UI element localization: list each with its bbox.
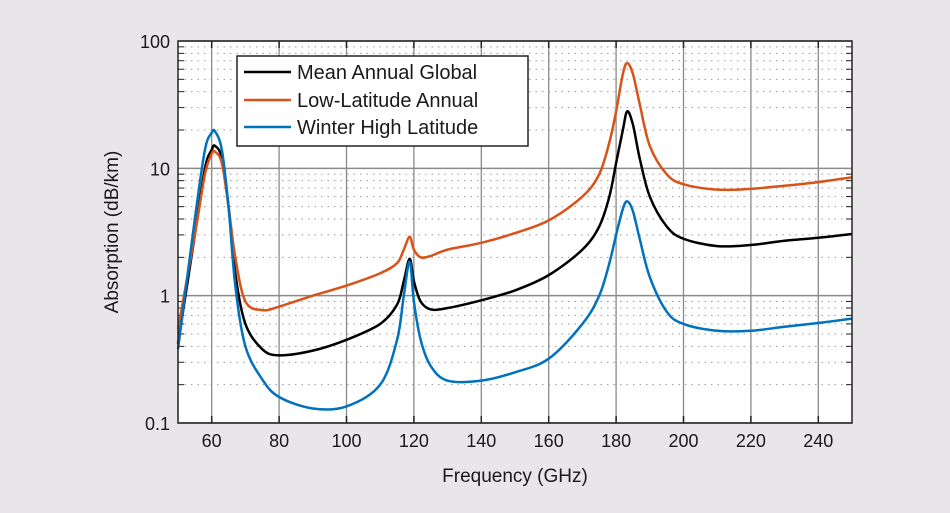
x-tick-label: 240 bbox=[803, 431, 833, 451]
x-tick-label: 140 bbox=[466, 431, 496, 451]
x-tick-label: 100 bbox=[331, 431, 361, 451]
legend-label-low-latitude-annual: Low-Latitude Annual bbox=[297, 90, 478, 112]
y-tick-label: 10 bbox=[150, 159, 170, 179]
series-lines bbox=[176, 61, 853, 411]
legend-label-mean-annual-global: Mean Annual Global bbox=[297, 62, 477, 84]
x-axis-label: Frequency (GHz) bbox=[442, 466, 588, 487]
legend: Mean Annual Global Low-Latitude Annual W… bbox=[236, 55, 529, 147]
x-tick-label: 180 bbox=[601, 431, 631, 451]
x-tick-label: 200 bbox=[668, 431, 698, 451]
tick-labels: 0.1 1 10 100 60 80 100 120 140 160 180 200 220 240 bbox=[140, 32, 833, 451]
legend-label-winter-high-latitude: Winter High Latitude bbox=[297, 117, 478, 139]
x-tick-label: 220 bbox=[736, 431, 766, 451]
x-tick-label: 60 bbox=[202, 431, 222, 451]
y-tick-label: 0.1 bbox=[145, 414, 170, 434]
y-axis-label: Absorption (dB/km) bbox=[102, 151, 123, 314]
plot-frame bbox=[177, 40, 853, 424]
y-tick-label: 100 bbox=[140, 32, 170, 52]
x-tick-label: 120 bbox=[399, 431, 429, 451]
series-line-winter-high-latitude bbox=[176, 128, 853, 411]
y-tick-label: 1 bbox=[160, 287, 170, 307]
x-tick-label: 80 bbox=[269, 431, 289, 451]
x-tick-label: 160 bbox=[534, 431, 564, 451]
